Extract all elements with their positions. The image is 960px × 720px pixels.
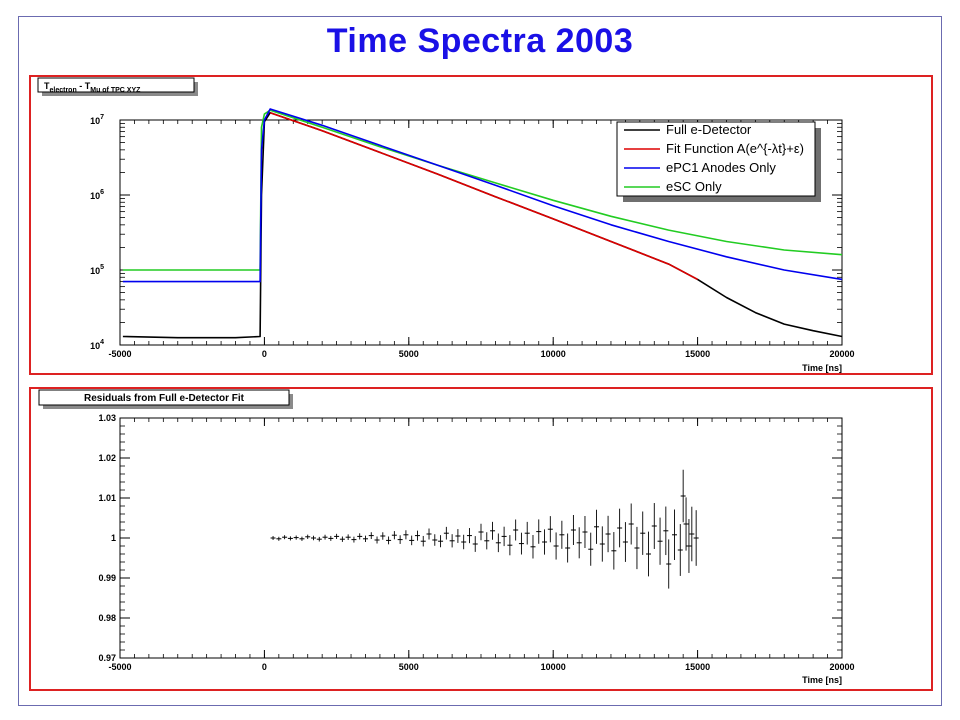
bottom-x-tick-label: 5000 <box>399 662 419 672</box>
bottom-y-tick-label: 1.02 <box>98 453 116 463</box>
bottom-points-group <box>270 469 699 589</box>
bottom-y-tick-label: 0.99 <box>98 573 116 583</box>
bottom-x-tick-label: -5000 <box>108 662 131 672</box>
bottom-y-tick-label: 1 <box>111 533 116 543</box>
top-x-tick-label: 20000 <box>829 349 854 359</box>
top-y-axis: 104 105 106 107 <box>90 114 842 351</box>
slide-title: Time Spectra 2003 <box>326 22 634 60</box>
top-x-axis: -5000 0 5000 10000 15000 20000 <box>108 120 855 359</box>
top-label-box: Telectron - TMu of TPC XYZ <box>37 77 198 96</box>
bottom-label-box: Residuals from Full e-Detector Fit <box>38 389 293 409</box>
top-x-tick-label: -5000 <box>108 349 131 359</box>
bottom-x-axis: -5000 0 5000 10000 15000 20000 <box>108 418 855 672</box>
bottom-y-axis: 0.97 0.98 0.99 1 1.01 1.02 1.03 <box>98 413 842 663</box>
top-label-prefix2: T <box>85 81 91 91</box>
top-y-tick-label: 105 <box>90 264 104 276</box>
top-x-tick-label: 0 <box>262 349 267 359</box>
top-x-tick-label: 10000 <box>541 349 566 359</box>
series-line-2 <box>122 108 843 283</box>
top-y-tick-label: 107 <box>90 114 104 126</box>
top-y-tick-label: 104 <box>90 339 104 351</box>
bottom-label-text: Residuals from Full e-Detector Fit <box>84 393 245 404</box>
top-x-tick-label: 15000 <box>685 349 710 359</box>
top-y-tick-label: 106 <box>90 189 104 201</box>
legend-label-0: Full e-Detector <box>666 122 752 137</box>
bottom-x-tick-label: 15000 <box>685 662 710 672</box>
bottom-x-tick-label: 10000 <box>541 662 566 672</box>
bottom-x-tick-label: 0 <box>262 662 267 672</box>
legend-label-3: eSC Only <box>666 179 722 194</box>
series-line-3 <box>122 109 843 271</box>
top-series-group <box>122 108 843 339</box>
bottom-y-tick-label: 1.01 <box>98 493 116 503</box>
svg-text:Telectron - TMu of TPC XYZ: Telectron - TMu of TPC XYZ <box>44 81 141 94</box>
top-label-sub2: Mu of TPC XYZ <box>90 87 141 94</box>
top-legend: Full e-Detector Fit Function A(e^{-λt}+ε)… <box>616 121 821 202</box>
top-x-axis-label: Time [ns] <box>802 363 842 373</box>
bottom-y-tick-label: 0.98 <box>98 613 116 623</box>
top-label-sub1: electron <box>50 87 77 94</box>
bottom-y-tick-label: 0.97 <box>98 653 116 663</box>
bottom-x-tick-label: 20000 <box>829 662 854 672</box>
bottom-y-tick-label: 1.03 <box>98 413 116 423</box>
top-x-tick-label: 5000 <box>399 349 419 359</box>
legend-label-2: ePC1 Anodes Only <box>666 160 776 175</box>
legend-label-1: Fit Function A(e^{-λt}+ε) <box>666 141 804 156</box>
top-label-prefix: T <box>44 81 50 91</box>
top-label-sep: - <box>77 81 85 91</box>
bottom-x-axis-label: Time [ns] <box>802 675 842 685</box>
series-line-1 <box>269 111 698 281</box>
